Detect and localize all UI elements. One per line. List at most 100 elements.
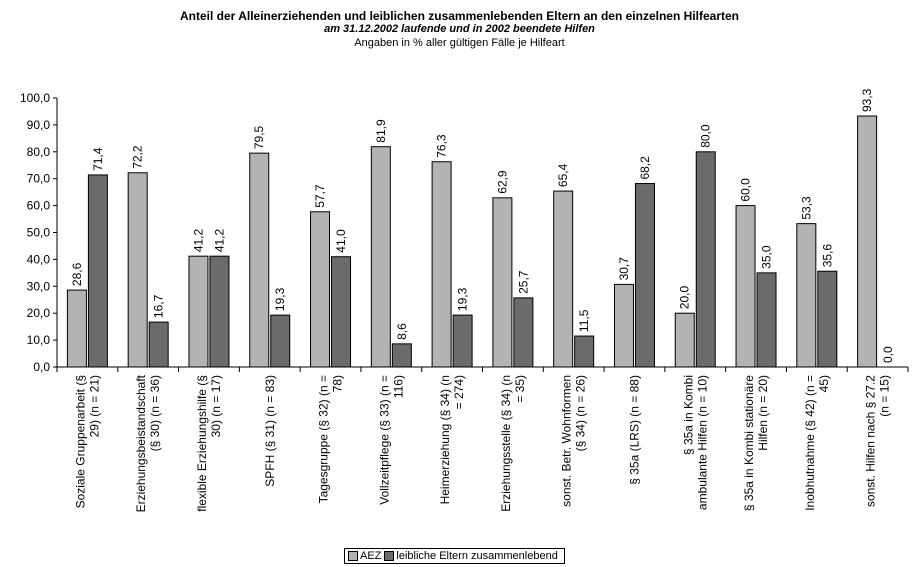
y-tick-label: 30,0 bbox=[27, 279, 51, 293]
category-label: 116) bbox=[391, 375, 405, 398]
data-label: 41,0 bbox=[334, 229, 348, 253]
category-label: = 35) bbox=[513, 375, 527, 403]
chart-title: Anteil der Alleinerziehenden und leiblic… bbox=[179, 9, 739, 23]
data-label: 41,2 bbox=[212, 228, 226, 252]
category-label: Tagesgruppe (§ 32) (n = bbox=[317, 375, 331, 503]
bar-leibliche-eltern bbox=[452, 314, 473, 368]
y-tick-label: 40,0 bbox=[27, 252, 51, 266]
data-label: 53,3 bbox=[799, 196, 813, 220]
category-label: § 35a (LRS) (n = 88) bbox=[627, 375, 641, 485]
data-label: 0,0 bbox=[881, 346, 895, 363]
legend-item-leibliche-eltern: leibliche Eltern zusammenlebend bbox=[384, 550, 558, 562]
y-tick-label: 0,0 bbox=[33, 360, 50, 374]
bar-aez bbox=[613, 283, 634, 368]
legend-swatch-aez bbox=[348, 551, 358, 561]
data-label: 80,0 bbox=[699, 124, 713, 148]
bar-aez bbox=[127, 172, 148, 368]
bar-aez bbox=[796, 223, 817, 368]
category-label: 30) (n = 17) bbox=[209, 375, 223, 437]
data-label: 25,7 bbox=[516, 270, 530, 294]
chart-titles: Anteil der Alleinerziehenden und leiblic… bbox=[0, 9, 919, 50]
category-label: 45) bbox=[817, 375, 831, 392]
bar-leibliche-eltern bbox=[634, 183, 655, 368]
data-label: 68,2 bbox=[638, 156, 652, 180]
data-label: 79,5 bbox=[252, 125, 266, 149]
data-label: 71,4 bbox=[91, 147, 105, 171]
bar-leibliche-eltern bbox=[574, 335, 595, 368]
data-label: 41,2 bbox=[191, 228, 205, 252]
bar-leibliche-eltern bbox=[695, 151, 716, 368]
category-label: 78) bbox=[331, 375, 345, 392]
y-tick-label: 20,0 bbox=[27, 306, 51, 320]
y-tick-label: 100,0 bbox=[20, 91, 50, 105]
data-label: 30,7 bbox=[617, 257, 631, 281]
y-tick-label: 10,0 bbox=[27, 333, 51, 347]
data-label: 93,3 bbox=[860, 88, 874, 112]
category-label: sonst. Betr. Wohnformen bbox=[560, 375, 574, 507]
data-label: 19,3 bbox=[456, 287, 470, 311]
bar-aez bbox=[188, 255, 209, 368]
category-label: Erziehungsstelle (§ 34) (n bbox=[499, 375, 513, 512]
bar-leibliche-eltern bbox=[209, 255, 230, 368]
bar-leibliche-eltern bbox=[87, 174, 108, 368]
data-label: 16,7 bbox=[152, 294, 166, 318]
data-label: 28,6 bbox=[70, 262, 84, 286]
legend-swatch-leibliche-eltern bbox=[384, 551, 395, 561]
data-label: 35,0 bbox=[760, 245, 774, 269]
bar-aez bbox=[553, 190, 574, 368]
bar-aez bbox=[492, 197, 513, 368]
bar-aez bbox=[674, 312, 695, 368]
data-label: 35,6 bbox=[820, 244, 834, 268]
category-label: SPFH (§ 31) (n = 83) bbox=[263, 375, 277, 487]
category-label: Vollzeitpflege (§ 33) (n = bbox=[377, 375, 391, 505]
bar-aez bbox=[310, 211, 331, 368]
data-label: 76,3 bbox=[435, 134, 449, 158]
bar-leibliche-eltern bbox=[331, 256, 352, 368]
category-label: § 35a in Kombi stationäre bbox=[742, 375, 756, 511]
data-label: 65,4 bbox=[556, 163, 570, 187]
category-label: (§ 30) (n = 36) bbox=[148, 375, 162, 451]
y-tick-label: 60,0 bbox=[27, 199, 51, 213]
category-label: (§ 34) (n = 26) bbox=[574, 375, 588, 451]
bar-leibliche-eltern bbox=[817, 270, 838, 368]
y-tick-label: 80,0 bbox=[27, 145, 51, 159]
data-label: 57,7 bbox=[313, 184, 327, 208]
data-label: 72,2 bbox=[131, 145, 145, 169]
bar-leibliche-eltern bbox=[391, 343, 412, 368]
data-label: 60,0 bbox=[739, 178, 753, 202]
data-label: 20,0 bbox=[678, 286, 692, 310]
bar-leibliche-eltern bbox=[513, 297, 534, 368]
data-label: 19,3 bbox=[273, 287, 287, 311]
chart-legend: AEZ leibliche Eltern zusammenlebend bbox=[344, 548, 565, 564]
data-label: 62,9 bbox=[495, 170, 509, 194]
y-tick-label: 70,0 bbox=[27, 172, 51, 186]
category-label: 29) (n = 21) bbox=[87, 375, 101, 437]
y-tick-label: 90,0 bbox=[27, 118, 51, 132]
bar-leibliche-eltern bbox=[756, 272, 777, 368]
legend-label-aez: AEZ bbox=[360, 550, 382, 562]
category-label: Hilfen (n = 20) bbox=[756, 375, 770, 451]
category-label: Heimerziehung (§ 34) (n bbox=[438, 375, 452, 504]
category-label: Erziehungsbeistandschaft bbox=[134, 374, 148, 512]
bar-leibliche-eltern bbox=[148, 321, 169, 368]
category-label: Inobhutnahme (§ 42) (n = bbox=[803, 375, 817, 511]
chart-subtitle: am 31.12.2002 laufende und in 2002 beend… bbox=[324, 23, 595, 35]
bar-aez bbox=[735, 205, 756, 368]
category-label: flexible Erziehungshilfe (§ bbox=[195, 375, 209, 512]
bar-leibliche-eltern bbox=[270, 314, 291, 368]
category-label: sonst. Hilfen nach § 27.2 bbox=[864, 375, 878, 507]
bar-aez bbox=[66, 289, 87, 368]
bar-aez bbox=[431, 161, 452, 368]
legend-item-aez: AEZ bbox=[348, 550, 381, 562]
category-label: (n = 15) bbox=[878, 375, 892, 417]
category-label: ambulante Hilfen (n = 10) bbox=[695, 375, 709, 510]
bar-aez bbox=[249, 152, 270, 368]
category-label: § 35a in Kombi bbox=[681, 375, 695, 455]
bar-aez bbox=[857, 115, 878, 368]
data-label: 11,5 bbox=[577, 309, 591, 332]
y-tick-label: 50,0 bbox=[27, 226, 51, 240]
data-label: 8,6 bbox=[395, 323, 409, 340]
legend-label-leibliche-eltern: leibliche Eltern zusammenlebend bbox=[396, 550, 558, 562]
chart-note: Angaben in % aller gültigen Fälle je Hil… bbox=[354, 37, 565, 49]
